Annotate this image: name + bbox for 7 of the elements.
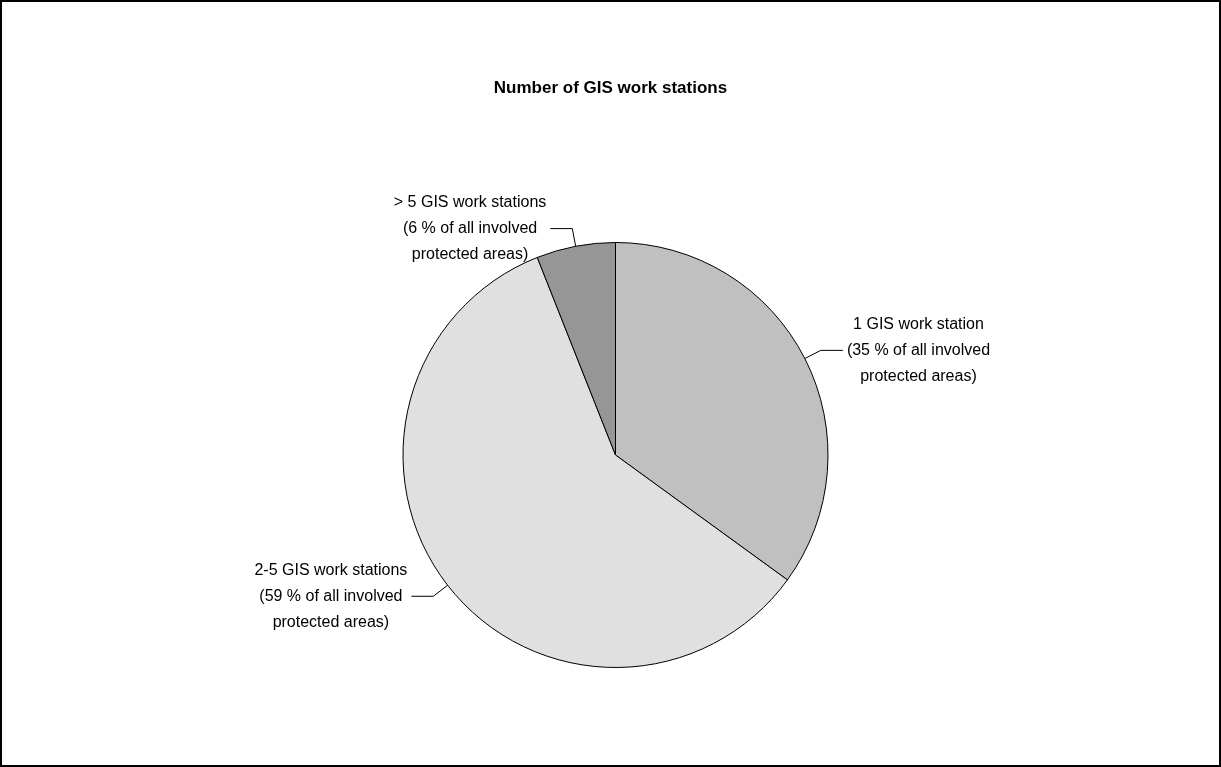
chart-title: Number of GIS work stations bbox=[493, 77, 728, 97]
slice-label: 1 GIS work station bbox=[853, 314, 984, 332]
data-label: (35 % of all involved protected areas) bbox=[846, 340, 991, 384]
data-label: (59 % of all involved protected areas) bbox=[259, 586, 403, 630]
slice-label: 2-5 GIS work stations bbox=[254, 560, 408, 578]
slice-label: > 5 GIS work stations bbox=[393, 192, 547, 210]
data-label: (6 % of all involved protected areas) bbox=[402, 218, 538, 262]
